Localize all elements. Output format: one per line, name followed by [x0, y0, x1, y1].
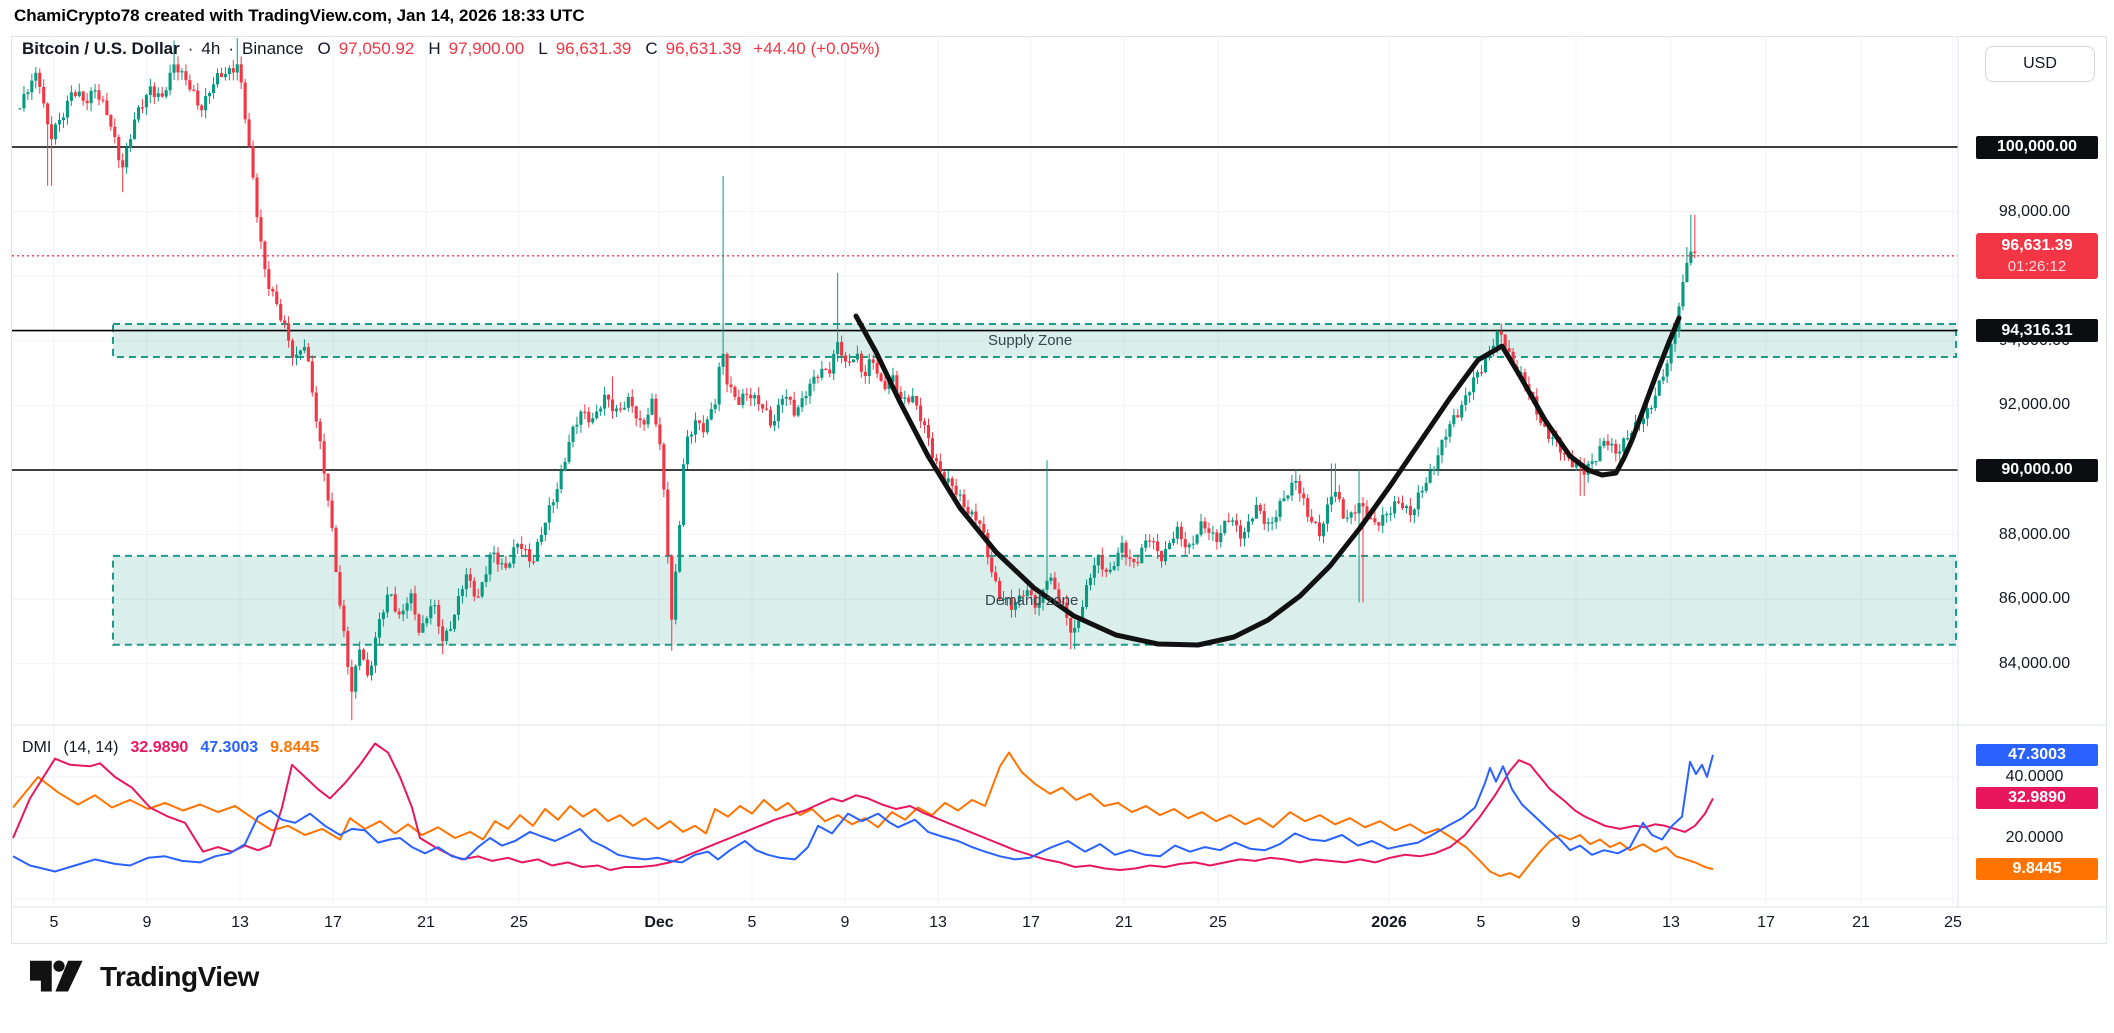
horizontal-lines-layer	[12, 146, 1958, 471]
demand-zone-label[interactable]: Demand zone	[985, 592, 1079, 610]
cup-and-handle-curve[interactable]	[853, 313, 1682, 648]
cup-handle-drawing	[853, 313, 1682, 648]
adx-pink-line	[12, 742, 1714, 871]
current-price-value: 96,631.39	[2001, 236, 2073, 254]
close-letter: C	[645, 39, 658, 58]
tradingview-logo[interactable]: TradingView	[30, 956, 259, 998]
credit-line: ChamiCrypto78 created with TradingView.c…	[14, 6, 585, 25]
dmi-value-orange: 9.8445	[270, 739, 320, 756]
time-tick-label: 9	[142, 914, 152, 931]
dmi-legend: DMI (14, 14) 32.9890 47.3003 9.8445	[22, 739, 319, 757]
currency-toggle-button[interactable]: USD	[1985, 46, 2095, 82]
minus-di-orange-line	[12, 751, 1714, 879]
time-tick-label: 21	[1115, 914, 1133, 931]
time-tick-label: 25	[1209, 914, 1227, 931]
time-tick-label: 25	[510, 914, 528, 931]
separators-layer	[11, 36, 2107, 908]
time-tick-label: 2026	[1371, 914, 1407, 931]
dmi-params: (14, 14)	[63, 739, 119, 756]
time-tick-label: 17	[324, 914, 342, 931]
chart-widget	[11, 36, 2107, 944]
bar-countdown: 01:26:12	[2007, 257, 2067, 275]
price-line-badge: 90,000.00	[1976, 458, 2098, 482]
time-tick-label: 5	[1476, 914, 1486, 931]
price-tick-label: 84,000.00	[1998, 654, 2071, 672]
price-tick-label: 88,000.00	[1998, 525, 2071, 543]
open-value: 97,050.92	[338, 39, 415, 58]
low-letter: L	[538, 39, 548, 58]
time-tick-label: 21	[1852, 914, 1870, 931]
time-tick-label: 5	[747, 914, 757, 931]
close-value: 96,631.39	[665, 39, 742, 58]
price-tick-label: 86,000.00	[1998, 590, 2071, 608]
symbol-title[interactable]: Bitcoin / U.S. Dollar	[22, 39, 180, 58]
time-tick-label: 13	[929, 914, 947, 931]
price-tick-label: 98,000.00	[1998, 202, 2071, 220]
time-tick-label: 17	[1757, 914, 1775, 931]
separator-dot: ·	[187, 39, 194, 58]
dmi-value-badge: 9.8445	[1976, 857, 2098, 880]
dmi-name[interactable]: DMI	[22, 739, 52, 756]
interval-label[interactable]: 4h	[201, 39, 221, 58]
price-line-badge: 94,316.31	[1976, 319, 2098, 343]
separator-dot: ·	[228, 39, 235, 58]
dmi-value-blue: 47.3003	[200, 739, 259, 756]
tradingview-logo-text: TradingView	[100, 961, 259, 992]
time-tick-label: 13	[231, 914, 249, 931]
time-tick-label: 25	[1944, 914, 1962, 931]
time-tick-label: 5	[49, 914, 59, 931]
time-tick-label: 9	[1571, 914, 1581, 931]
supply-zone-label[interactable]: Supply Zone	[988, 332, 1073, 350]
plus-di-blue-line	[12, 754, 1714, 873]
change-value: +44.40 (+0.05%)	[753, 39, 880, 58]
time-tick-label: 13	[1662, 914, 1680, 931]
dmi-value-badge: 47.3003	[1976, 743, 2098, 766]
symbol-row: Bitcoin / U.S. Dollar · 4h · Binance O 9…	[22, 39, 880, 59]
price-tick-label: 92,000.00	[1998, 396, 2071, 414]
time-tick-label: Dec	[644, 914, 674, 931]
current-price-badge: 96,631.39 01:26:12	[1976, 232, 2098, 279]
candlestick-layer	[18, 38, 1697, 721]
open-letter: O	[317, 39, 331, 58]
low-value: 96,631.39	[555, 39, 632, 58]
exchange-label: Binance	[242, 39, 304, 58]
time-tick-label: 9	[840, 914, 850, 931]
high-letter: H	[428, 39, 441, 58]
high-value: 97,900.00	[448, 39, 525, 58]
price-line-badge: 100,000.00	[1976, 135, 2098, 159]
dmi-value-badge: 32.9890	[1976, 787, 2098, 810]
dmi-tick-label: 20.0000	[2005, 829, 2064, 846]
time-tick-label: 21	[417, 914, 435, 931]
tradingview-logo-icon	[30, 960, 83, 992]
dmi-lines-layer	[12, 742, 1714, 879]
time-tick-label: 17	[1022, 914, 1040, 931]
dmi-tick-label: 40.0000	[2005, 768, 2064, 785]
supply-zone-rect[interactable]	[112, 323, 1957, 358]
dmi-value-pink: 32.9890	[130, 739, 189, 756]
